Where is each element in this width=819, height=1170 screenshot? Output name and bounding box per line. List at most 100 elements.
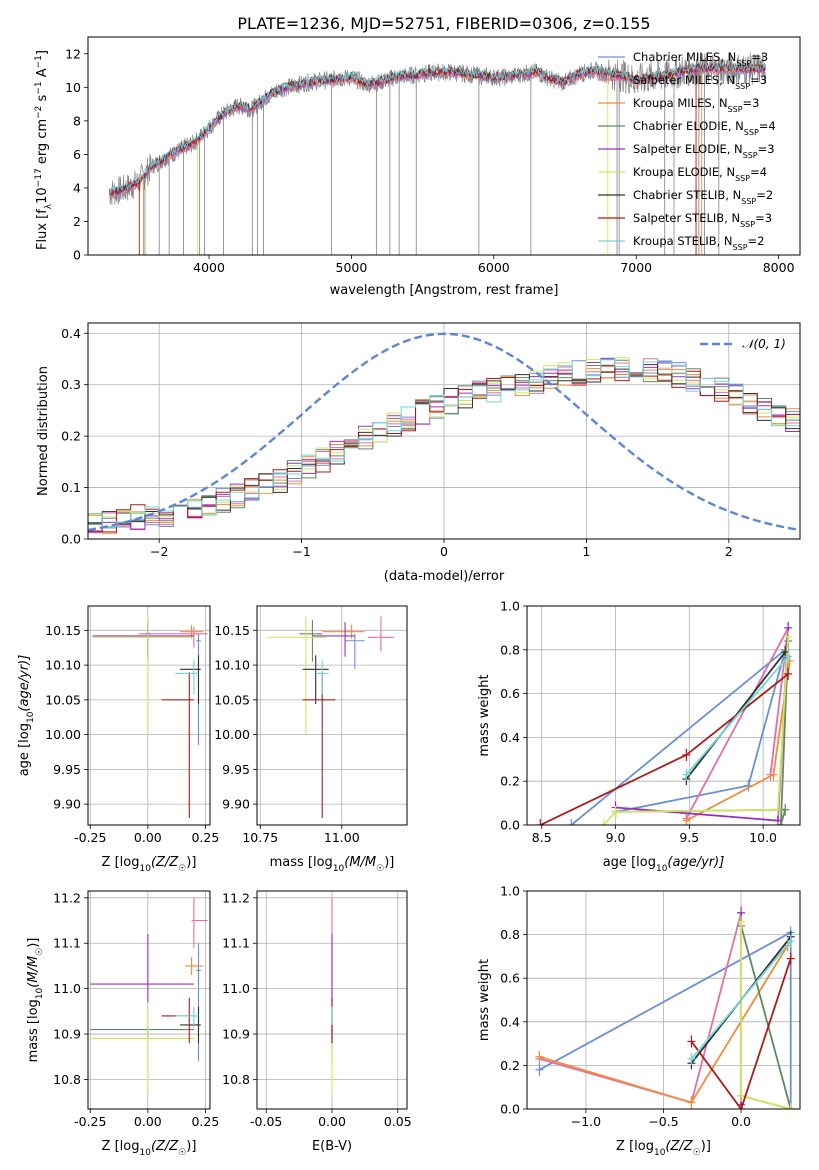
label-part: −17 — [34, 168, 44, 187]
label-part: λ — [44, 203, 54, 209]
model-spectrum — [109, 63, 766, 196]
label-part: Z [log — [616, 1139, 654, 1154]
legend-name: Kroupa ELODIE, N — [633, 165, 735, 179]
x-tick-label: 7000 — [620, 260, 652, 275]
x-axis-label: mass [log10(M/M☉)] — [270, 855, 395, 874]
y-tick-label: 10 — [65, 80, 81, 95]
legend-val: =2 — [748, 234, 765, 248]
y-axis-label: Flux [fλ10−17 erg cm−2 s−1 A−1] — [34, 50, 54, 250]
label-part: Flux [f — [35, 209, 50, 250]
legend-label: Kroupa ELODIE, NSSP=4 — [633, 165, 767, 183]
y-tick-label: 0 — [73, 248, 81, 263]
x-tick-label: −0.5 — [648, 1114, 678, 1129]
y-tick-label: 11.0 — [222, 981, 250, 996]
weight-series-line — [538, 930, 792, 1109]
y-tick-label: 12 — [65, 46, 81, 61]
y-tick-label: 8 — [73, 113, 81, 128]
x-tick-label: -0.25 — [74, 1114, 106, 1129]
label-part: (M/M — [344, 855, 376, 870]
legend-val: =4 — [759, 119, 776, 133]
legend-sub: SSP — [735, 82, 750, 91]
label-part: erg cm — [35, 119, 50, 168]
age_vs_Z-plot-area — [92, 616, 208, 819]
y-tick-label: 11.2 — [222, 890, 250, 905]
y-tick-label: 10.00 — [214, 727, 250, 742]
residuals-plot-area — [88, 332, 800, 534]
label-sub: 10 — [35, 987, 45, 999]
y-tick-label: 0.1 — [61, 480, 81, 495]
x-tick-label: 10.75 — [242, 830, 278, 845]
x-tick-label: −1 — [292, 544, 310, 559]
x-tick-label: −2 — [150, 544, 168, 559]
axes-frame — [87, 36, 801, 256]
y-tick-label: 0.4 — [500, 730, 520, 745]
y-tick-label: 0.6 — [500, 686, 520, 701]
y-axis-label: mass weight — [477, 959, 492, 1041]
x-axis-label: (data-model)/error — [384, 569, 505, 584]
legend-label: 𝒩(0, 1) — [742, 337, 786, 351]
x-tick-label: 9.5 — [679, 830, 699, 845]
label-sub: 10 — [139, 864, 151, 874]
legend-label: Salpeter STELIB, NSSP=3 — [633, 211, 772, 229]
label-sun: ☉ — [178, 864, 186, 874]
y-tick-label: 0.0 — [500, 1102, 520, 1117]
x-axis-label: Z [log10(Z/Z☉)] — [102, 1139, 197, 1158]
weight_vs_Z-panel: −1.0 −0.5 0.0 0.0 0.2 0.4 0.6 0.8 1.0 mass weight… — [477, 884, 801, 1158]
y-tick-label: 0.0 — [500, 818, 520, 833]
y-tick-label: 10.8 — [222, 1072, 250, 1087]
axes-frame — [256, 890, 408, 1110]
label-part: )] — [186, 855, 196, 870]
x-tick-label: 4000 — [193, 260, 225, 275]
weight-series-line — [690, 940, 792, 1060]
y-tick-label: 9.95 — [222, 762, 250, 777]
x-axis-label: age [log10(age/yr)] — [603, 855, 725, 874]
model-spectrum — [109, 61, 766, 194]
weight-series-line — [615, 627, 790, 822]
legend-label: Kroupa MILES, NSSP=3 — [633, 96, 759, 114]
axes-frame — [526, 890, 801, 1110]
y-tick-label: 0.8 — [500, 927, 520, 942]
model-spectrum — [109, 62, 766, 195]
x-tick-label: -0.05 — [250, 1114, 282, 1129]
y-tick-label: 1.0 — [500, 884, 520, 899]
y-tick-label: 11.1 — [222, 936, 250, 951]
weight-series-line — [685, 655, 789, 776]
x-tick-label: 8.5 — [532, 830, 552, 845]
y-tick-label: 10.00 — [45, 727, 81, 742]
y-tick-label: 10.8 — [53, 1072, 81, 1087]
legend-name: Salpeter MILES, N — [633, 73, 735, 87]
x-tick-label: 6000 — [478, 260, 510, 275]
figure-title: PLATE=1236, MJD=52751, FIBERID=0306, z=0… — [237, 14, 650, 33]
mass_vs_Z-plot-area — [90, 897, 208, 1094]
legend-sub: SSP — [728, 105, 743, 114]
y-tick-label: 11.0 — [53, 981, 81, 996]
weight-series-line — [690, 958, 792, 1109]
normal-curve — [88, 332, 800, 532]
age_vs_mass-panel: 10.75 11.00 9.90 9.95 10.00 10.05 10.10 10.15 ma… — [214, 605, 408, 874]
legend-label: Kroupa STELIB, NSSP=2 — [633, 234, 764, 252]
axes-frame — [526, 605, 801, 826]
x-tick-label: 0 — [440, 544, 448, 559]
legend-val: =3 — [751, 50, 768, 64]
x-tick-label: 0.0 — [731, 1114, 751, 1129]
label-part: mass [log — [270, 855, 333, 870]
label-part: A — [35, 68, 50, 81]
axes-frame — [87, 605, 211, 826]
weight-series-line — [685, 627, 790, 819]
y-tick-label: 4 — [73, 180, 81, 195]
legend-sub: SSP — [741, 197, 756, 206]
legend-sub: SSP — [744, 128, 759, 137]
y-tick-label: 2 — [73, 214, 81, 229]
y-axis-label: Normed distribution — [36, 366, 51, 496]
label-part: (Z/Z — [665, 1139, 693, 1154]
y-tick-label: 9.90 — [53, 797, 81, 812]
y-axis-label: mass [log10(M/M☉)] — [26, 938, 45, 1063]
label-part: (age/yr)] — [667, 855, 724, 870]
x-tick-label: 0.25 — [191, 830, 219, 845]
label-sub: 10 — [333, 864, 345, 874]
label-part: s — [35, 94, 50, 105]
legend-val: =4 — [750, 165, 767, 179]
x-tick-label: 5000 — [336, 260, 368, 275]
